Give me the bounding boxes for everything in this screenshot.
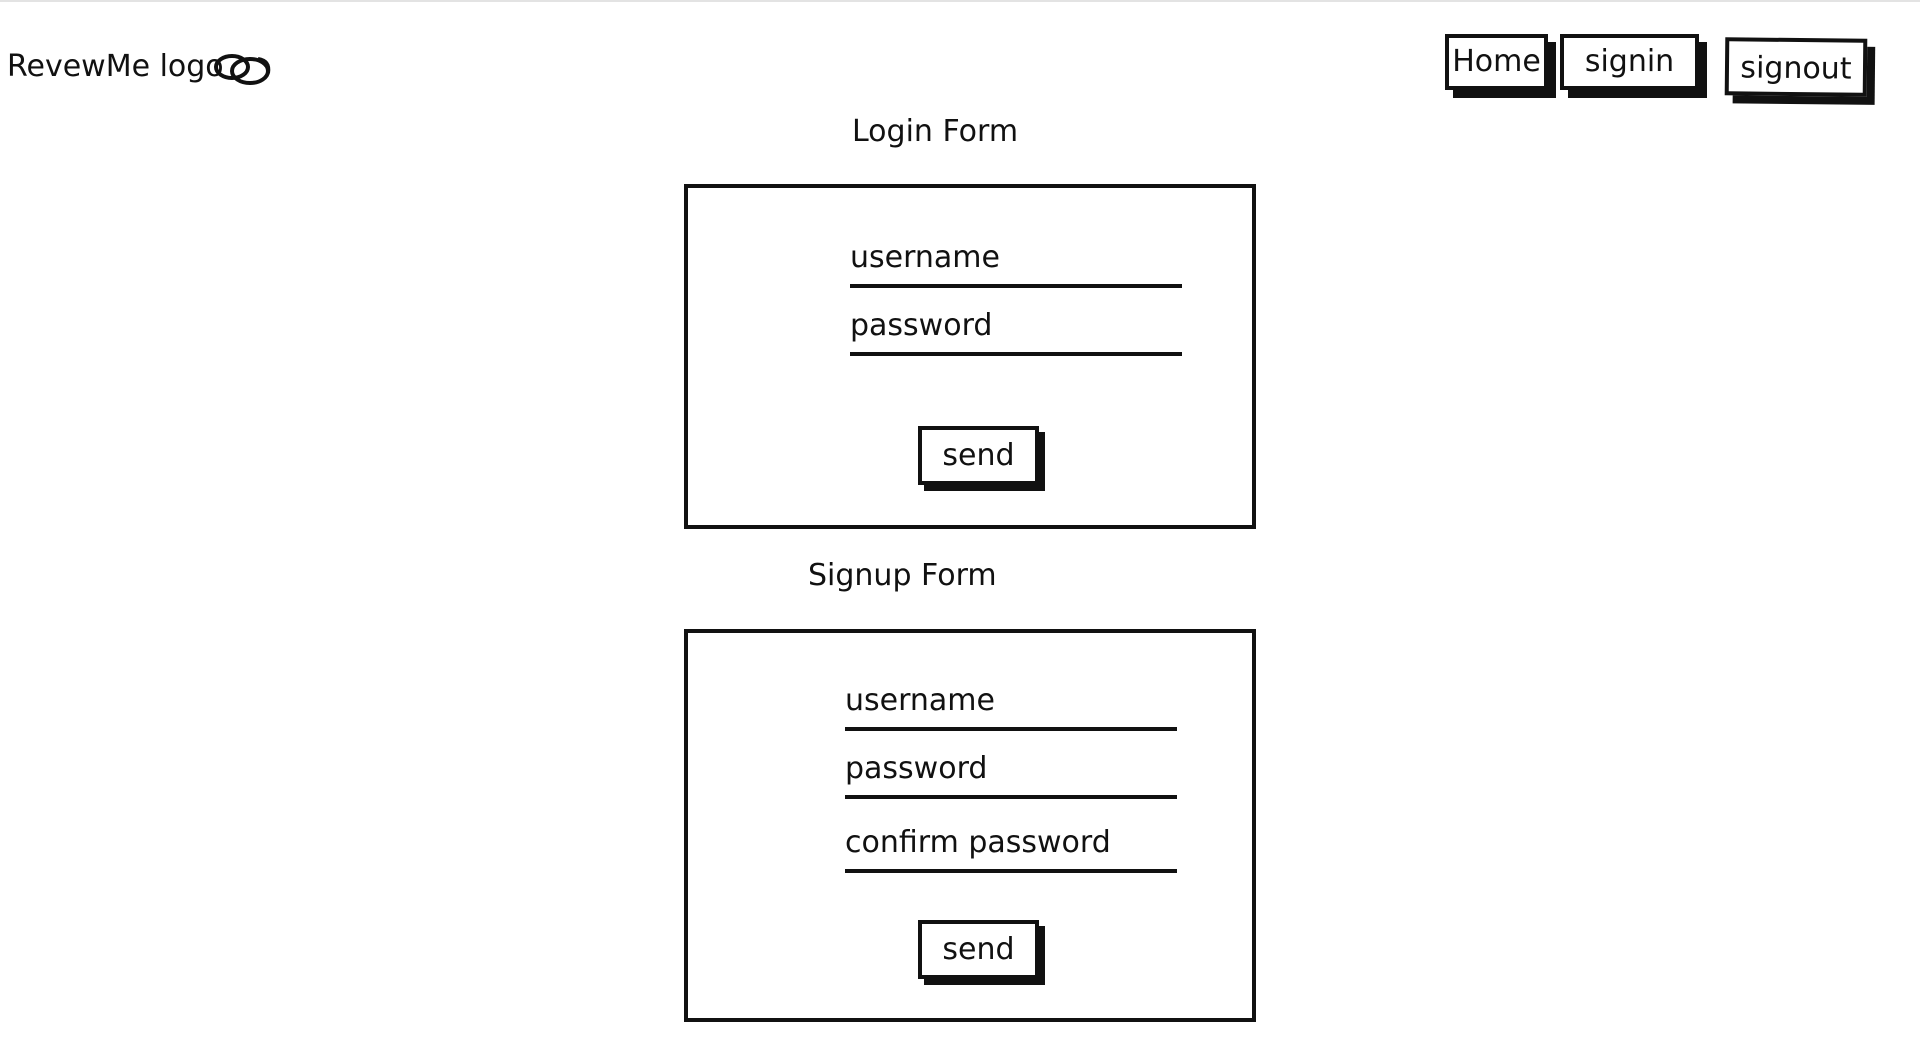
nav-home-button[interactable]: Home [1445, 34, 1548, 90]
signup-form: username password confirm password send [684, 629, 1256, 1022]
app-logo[interactable]: RevewMe logo [7, 45, 274, 89]
signup-username-field[interactable]: username [845, 683, 1177, 731]
signup-username-label: username [845, 683, 995, 718]
login-username-field[interactable]: username [850, 240, 1182, 288]
link-chain-icon [213, 54, 270, 85]
signup-confirm-password-label: confirm password [845, 825, 1111, 860]
signup-password-label: password [845, 751, 988, 786]
signup-password-field[interactable]: password [845, 751, 1177, 799]
login-form-title: Login Form [852, 114, 1019, 149]
login-send-button[interactable]: send [918, 426, 1039, 485]
nav-signin-button[interactable]: signin [1560, 34, 1699, 90]
signup-confirm-password-field[interactable]: confirm password [845, 825, 1177, 873]
signup-send-button[interactable]: send [918, 920, 1039, 979]
login-username-label: username [850, 240, 1000, 275]
login-password-field[interactable]: password [850, 308, 1182, 356]
logo-text: RevewMe logo [7, 49, 224, 84]
signup-form-title: Signup Form [808, 558, 997, 593]
nav-signout-button[interactable]: signout [1724, 37, 1868, 97]
top-divider [0, 0, 1920, 2]
login-password-label: password [850, 308, 993, 343]
login-form: username password send [684, 184, 1256, 529]
